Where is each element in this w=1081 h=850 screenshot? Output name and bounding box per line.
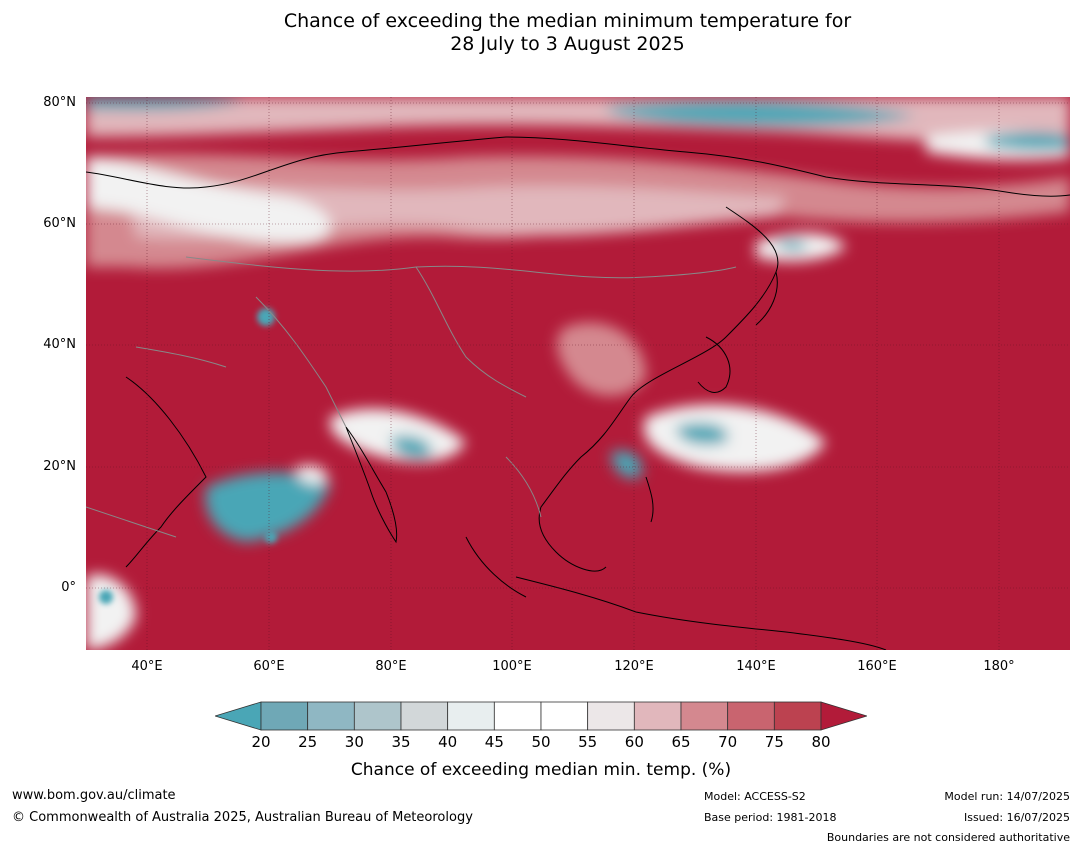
lon-label-140e: 140°E — [736, 659, 776, 674]
lon-label-60e: 60°E — [253, 659, 285, 674]
patch — [86, 574, 136, 650]
patch — [99, 590, 113, 604]
footer-issued: Issued: 16/07/2025 — [963, 811, 1070, 824]
patch — [330, 408, 466, 463]
colorbar-segment — [633, 701, 682, 731]
boundary — [86, 506, 177, 538]
patch — [257, 308, 275, 326]
lon-label-160e: 160°E — [857, 659, 897, 674]
colorbar-segment — [727, 701, 775, 731]
patch — [676, 422, 728, 445]
colorbar-segment — [680, 701, 729, 731]
coastline — [755, 271, 778, 326]
footer-disclaimer: Boundaries are not considered authoritat… — [826, 831, 1070, 844]
colorbar-tick-label: 60 — [624, 733, 644, 751]
country-boundaries — [86, 256, 737, 538]
colorbar-tick-label: 75 — [764, 733, 784, 751]
title-line-1: Chance of exceeding the median minimum t… — [283, 10, 852, 32]
colorbar-segment — [447, 701, 495, 731]
coastline — [465, 536, 527, 598]
footer-model: Model: ACCESS-S2 — [704, 790, 806, 803]
patch — [776, 239, 807, 251]
coastline — [645, 476, 654, 523]
patch — [296, 465, 327, 484]
lat-label-40n: 40°N — [43, 337, 76, 352]
colorbar-tick-label: 50 — [531, 733, 551, 751]
lon-label-120e: 120°E — [614, 659, 654, 674]
colorbar-segment — [400, 701, 449, 731]
patch — [265, 531, 277, 543]
colorbar — [213, 700, 869, 732]
colorbar-tick-label: 40 — [438, 733, 458, 751]
colorbar-svg — [213, 701, 869, 731]
coastline — [125, 376, 207, 568]
patch — [556, 322, 646, 396]
coastline — [345, 426, 398, 544]
colorbar-tick-label: 80 — [811, 733, 831, 751]
lat-label-20n: 20°N — [43, 459, 76, 474]
small-patches — [99, 308, 277, 604]
lon-label-100e: 100°E — [492, 659, 532, 674]
lat-label-0: 0° — [61, 580, 76, 595]
graticule — [86, 97, 1070, 650]
boundary — [135, 346, 227, 368]
patch — [986, 132, 1070, 151]
coastline — [515, 576, 887, 650]
colorbar-tick-label: 30 — [344, 733, 364, 751]
coastline — [538, 206, 779, 572]
colorbar-extend-low — [213, 701, 262, 731]
lon-label-80e: 80°E — [375, 659, 407, 674]
colorbar-segment — [260, 701, 309, 731]
boundary — [255, 296, 347, 428]
patch — [205, 472, 331, 542]
probability-patches — [86, 97, 1070, 650]
footer-copyright: © Commonwealth of Australia 2025, Austra… — [12, 810, 473, 825]
colorbar-segment — [540, 701, 589, 731]
coastline — [697, 336, 731, 393]
colorbar-segment — [587, 701, 635, 731]
coastlines — [86, 136, 1070, 650]
colorbar-segment — [773, 701, 822, 731]
patch — [86, 97, 246, 110]
colorbar-tick-label: 35 — [391, 733, 411, 751]
patch — [606, 100, 916, 127]
colorbar-tick-label: 20 — [251, 733, 271, 751]
boundary — [185, 256, 737, 279]
colorbar-segment — [353, 701, 402, 731]
probability-map — [86, 97, 1070, 650]
map-canvas — [86, 97, 1070, 650]
colorbar-tick-label: 55 — [578, 733, 598, 751]
map-title: Chance of exceeding the median minimum t… — [0, 10, 1081, 56]
boundary — [415, 266, 527, 398]
footer-model-run: Model run: 14/07/2025 — [944, 790, 1070, 803]
lat-label-80n: 80°N — [43, 95, 76, 110]
colorbar-tick-label: 70 — [718, 733, 738, 751]
coastline — [86, 136, 1070, 197]
colorbar-extend-high — [820, 701, 869, 731]
footer-website: www.bom.gov.au/climate — [12, 788, 176, 803]
lon-label-40e: 40°E — [131, 659, 163, 674]
colorbar-tick-label: 65 — [671, 733, 691, 751]
colorbar-tick-label: 25 — [298, 733, 318, 751]
colorbar-tick-label: 45 — [484, 733, 504, 751]
lat-label-60n: 60°N — [43, 216, 76, 231]
colorbar-segment — [307, 701, 355, 731]
colorbar-segment — [493, 701, 542, 731]
lon-label-180: 180° — [983, 659, 1015, 674]
patch — [391, 435, 432, 459]
patch — [643, 404, 826, 472]
title-line-2: 28 July to 3 August 2025 — [450, 33, 685, 55]
boundary — [505, 456, 542, 518]
colorbar-label: Chance of exceeding median min. temp. (%… — [350, 760, 732, 780]
footer-base-period: Base period: 1981-2018 — [704, 811, 837, 824]
